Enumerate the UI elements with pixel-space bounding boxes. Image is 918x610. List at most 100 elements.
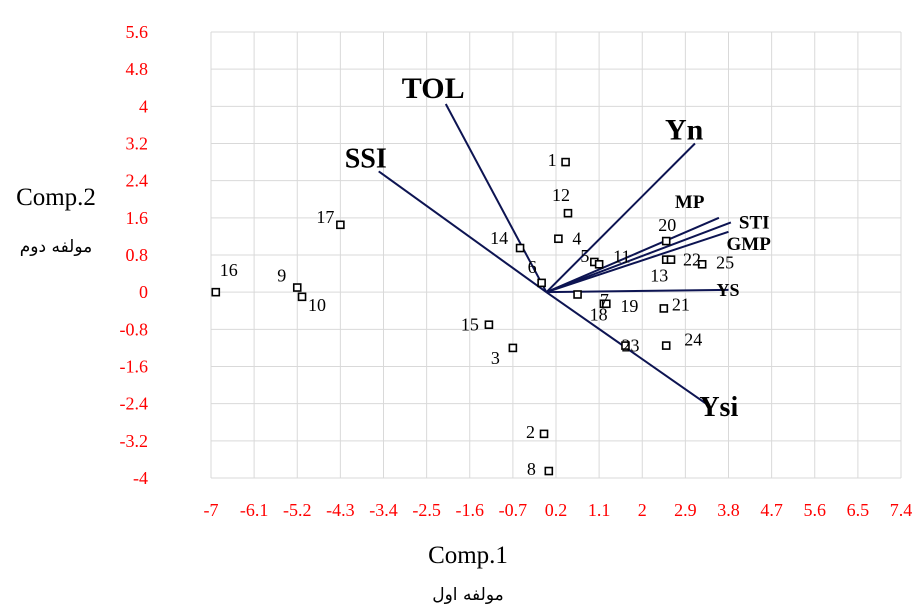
y-tick-label: -3.2 (120, 431, 149, 451)
point-3 (508, 343, 518, 353)
point-label-5: 5 (580, 246, 589, 266)
x-tick-labels: -7 -6.1 -5.2 -4.3 -3.4 -2.5 -1.6 -0.7 0.2 1.1 2 2.9… (204, 500, 913, 520)
grid-lines (210, 31, 902, 479)
data-points (211, 157, 707, 476)
point-label-10: 10 (308, 295, 326, 315)
point-label-12: 12 (552, 185, 570, 205)
x-tick-label: 2 (638, 500, 647, 520)
x-tick-label: 6.5 (847, 500, 870, 520)
point-8 (544, 466, 554, 476)
point-label-13: 13 (650, 266, 668, 286)
point-label-7: 7 (600, 290, 609, 310)
vector-label-ssi: SSI (345, 143, 387, 174)
point-label-25: 25 (716, 252, 734, 272)
point-4 (554, 234, 563, 244)
vector-label-ys: YS (717, 280, 740, 300)
point-label-6: 6 (528, 257, 537, 277)
y-tick-label: 5.6 (126, 22, 149, 42)
x-tick-label: 4.7 (760, 500, 783, 520)
point-label-23: 23 (621, 336, 639, 356)
point-label-16: 16 (220, 260, 238, 280)
point-label-4: 4 (572, 229, 581, 249)
vector-ssi (378, 170, 548, 293)
y-axis-title: Comp.2 (16, 184, 96, 211)
x-tick-label: -5.2 (283, 500, 312, 520)
point-6 (537, 278, 546, 288)
x-tick-label: 3.8 (717, 500, 740, 520)
y-axis-subtitle: مولفه دوم (20, 237, 93, 257)
y-tick-label: -0.8 (120, 319, 149, 339)
y-tick-label: 0.8 (126, 245, 149, 265)
point-21 (659, 304, 669, 313)
y-tick-label: 1.6 (126, 208, 149, 228)
vector-label-sti: STI (739, 212, 770, 233)
vector-sti (546, 221, 732, 294)
point-label-22: 22 (683, 250, 701, 270)
point-17 (336, 220, 345, 230)
point-2 (539, 429, 549, 439)
vector-label-yn: Yn (665, 114, 704, 147)
point-23 (621, 341, 630, 350)
vector-tol (444, 103, 548, 293)
x-tick-label: -1.6 (456, 500, 485, 520)
y-tick-label: -2.4 (120, 394, 149, 414)
point-19 (602, 299, 611, 309)
y-tick-label: 3.2 (126, 134, 149, 154)
x-axis-subtitle: مولفه اول (432, 585, 503, 605)
point-label-20: 20 (658, 215, 676, 235)
point-15 (484, 320, 494, 329)
vector-label-gmp: GMP (727, 234, 772, 255)
y-tick-label: 4.8 (126, 59, 149, 79)
point-label-3: 3 (491, 348, 500, 368)
point-9 (292, 283, 302, 292)
x-tick-label: 2.9 (674, 500, 697, 520)
point-label-21: 21 (672, 294, 690, 314)
vector-label-tol: TOL (402, 72, 465, 105)
point-10 (297, 292, 307, 302)
point-label-8: 8 (527, 459, 536, 479)
point-24 (661, 341, 671, 350)
point-1 (561, 157, 570, 167)
point-label-11: 11 (613, 246, 630, 266)
point-label-2: 2 (526, 422, 535, 442)
point-label-15: 15 (461, 315, 479, 335)
x-tick-label: -2.5 (412, 500, 441, 520)
x-tick-label: 0.2 (545, 500, 568, 520)
vector-yn (545, 142, 696, 293)
y-tick-label: 0 (139, 282, 148, 302)
point-11 (594, 259, 604, 269)
point-label-1: 1 (548, 150, 557, 170)
x-axis-title: Comp.1 (428, 542, 508, 569)
vector-mp (546, 216, 720, 294)
point-16 (211, 287, 221, 297)
y-tick-label: 2.4 (126, 171, 149, 191)
point-label-14: 14 (490, 228, 508, 248)
y-tick-label: -1.6 (120, 357, 149, 377)
point-18 (573, 290, 582, 299)
x-tick-label: -7 (204, 500, 219, 520)
y-tick-label: 4 (139, 96, 148, 116)
point-label-9: 9 (277, 266, 286, 286)
x-tick-label: -3.4 (369, 500, 398, 520)
x-tick-label: 5.6 (804, 500, 827, 520)
x-tick-label: 7.4 (890, 500, 913, 520)
point-label-17: 17 (316, 207, 334, 227)
point-25 (697, 259, 707, 269)
point-14 (515, 243, 525, 253)
vector-gmp (546, 230, 729, 294)
x-tick-label: -4.3 (326, 500, 355, 520)
x-tick-label: -6.1 (240, 500, 269, 520)
x-tick-label: 1.1 (588, 500, 611, 520)
y-tick-labels: 5.6 4.8 4 3.2 2.4 1.6 0.8 0 -0.8 -1.6 -2.4 -3.2 -4 (120, 22, 149, 488)
vector-label-ysi: Ysi (699, 392, 738, 423)
point-12 (563, 208, 573, 218)
x-tick-label: -0.7 (499, 500, 528, 520)
loading-vectors (378, 103, 732, 407)
point-22 (666, 255, 676, 264)
vector-label-mp: MP (675, 192, 705, 213)
y-tick-label: -4 (133, 468, 148, 488)
point-20 (661, 236, 671, 246)
